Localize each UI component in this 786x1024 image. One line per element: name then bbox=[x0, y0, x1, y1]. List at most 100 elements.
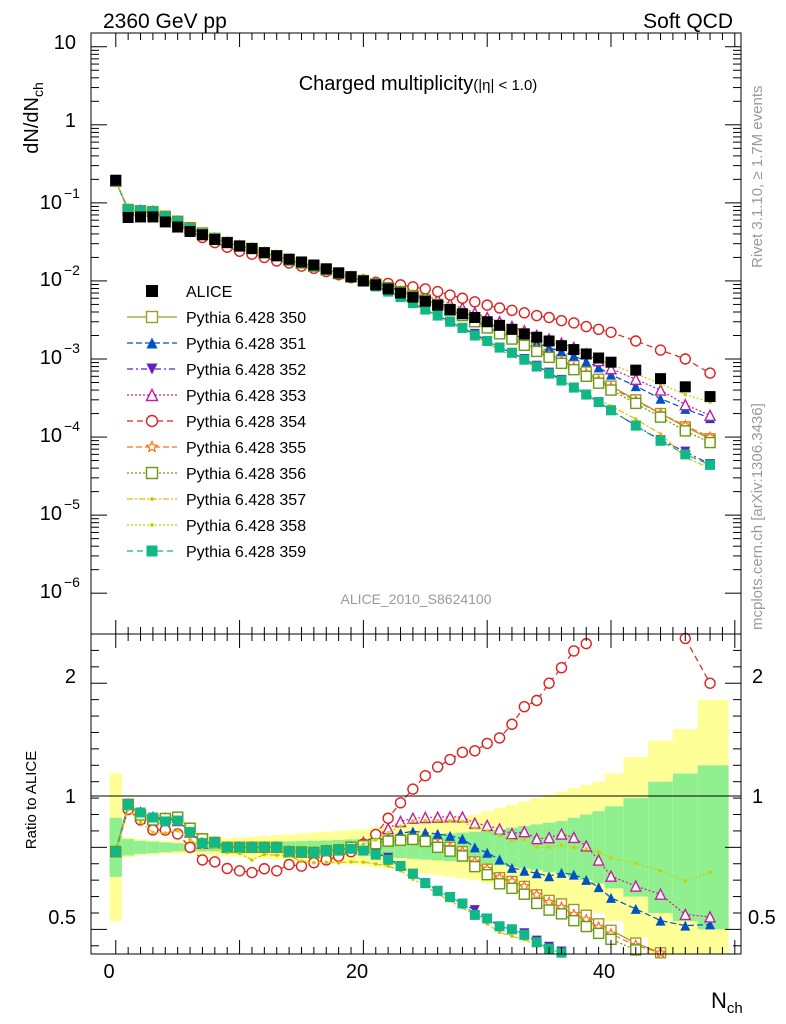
ratio-point bbox=[250, 858, 254, 862]
legend-marker bbox=[145, 310, 159, 324]
y-tick-label-1e-1: 10 −1 bbox=[40, 185, 80, 214]
ratio-plot-frame bbox=[90, 633, 742, 955]
ratio-series-layer bbox=[109, 632, 717, 959]
data-point bbox=[135, 205, 146, 216]
ratio-point bbox=[493, 732, 506, 744]
side-text-mcplots: mcplots.cern.ch [arXiv:1306.3436] bbox=[749, 403, 766, 630]
data-point bbox=[630, 335, 642, 347]
ratio-point bbox=[160, 816, 171, 827]
data-point bbox=[580, 370, 592, 383]
ratio-point bbox=[531, 868, 542, 879]
ratio-point bbox=[456, 850, 469, 862]
ratio-point bbox=[522, 837, 527, 842]
ratio-point bbox=[283, 858, 295, 871]
ratio-point bbox=[518, 825, 531, 838]
ratio-point bbox=[258, 863, 271, 875]
data-point bbox=[593, 397, 604, 408]
inner-band-bin bbox=[592, 811, 605, 884]
ratio-point bbox=[705, 919, 716, 930]
header-right: Soft QCD bbox=[643, 10, 733, 33]
data-point bbox=[654, 344, 667, 356]
ratio-point bbox=[482, 913, 493, 924]
ratio-point bbox=[469, 909, 480, 920]
ratio-point bbox=[568, 914, 580, 927]
data-point bbox=[419, 295, 431, 307]
data-point bbox=[630, 397, 642, 410]
ratio-point bbox=[346, 843, 356, 854]
data-point bbox=[184, 225, 196, 237]
ratio-point bbox=[324, 860, 328, 865]
ratio-point bbox=[469, 860, 481, 873]
data-point bbox=[444, 289, 456, 301]
ratio-point bbox=[361, 842, 366, 846]
ratio-point bbox=[543, 677, 555, 689]
legend-item: Pythia 6.428 353 bbox=[127, 387, 306, 405]
data-point bbox=[432, 310, 443, 321]
ratio-point bbox=[609, 856, 613, 860]
legend-label: ALICE bbox=[186, 284, 232, 301]
ratio-point bbox=[555, 662, 568, 674]
data-point bbox=[658, 432, 663, 436]
legend-marker bbox=[146, 285, 158, 297]
ratio-y-axis-label: Ratio to ALICE bbox=[23, 751, 40, 849]
data-point bbox=[357, 275, 369, 287]
ratio-point bbox=[654, 887, 667, 900]
ratio-point bbox=[394, 834, 407, 847]
ratio-point bbox=[592, 927, 605, 940]
ratio-point bbox=[708, 870, 712, 874]
ratio-point bbox=[531, 694, 543, 707]
ratio-point bbox=[683, 879, 688, 883]
ratio-point bbox=[658, 869, 663, 873]
data-point bbox=[494, 342, 505, 353]
data-point bbox=[333, 267, 345, 279]
data-point bbox=[469, 312, 481, 324]
ratio-point bbox=[547, 845, 551, 850]
ratio-point bbox=[394, 797, 407, 809]
ratio-point bbox=[506, 862, 517, 873]
ratio-point bbox=[630, 903, 641, 914]
ratio-point bbox=[457, 898, 468, 909]
svg-text:10: 10 bbox=[40, 425, 62, 447]
ratio-point bbox=[197, 838, 208, 849]
legend-item: Pythia 6.428 355 bbox=[127, 439, 306, 457]
ratio-point bbox=[370, 849, 381, 860]
data-point bbox=[593, 352, 605, 364]
data-point bbox=[655, 373, 667, 385]
ratio-point bbox=[274, 853, 279, 857]
data-point bbox=[654, 411, 667, 423]
ratio-point bbox=[555, 908, 568, 920]
inner-band-bin bbox=[672, 773, 698, 922]
ratio-point bbox=[419, 770, 431, 782]
data-point bbox=[147, 211, 159, 223]
ratio-point bbox=[423, 818, 428, 823]
y-tick-label-1e-5: 10 −5 bbox=[40, 496, 80, 525]
ratio-point bbox=[481, 737, 493, 750]
data-point bbox=[469, 330, 480, 341]
data-point bbox=[308, 259, 320, 271]
ratio-point bbox=[431, 761, 444, 773]
data-point bbox=[494, 319, 506, 331]
ratio-point bbox=[411, 819, 415, 823]
ratio-point bbox=[482, 847, 493, 858]
ratio-point bbox=[473, 826, 477, 830]
data-point bbox=[518, 339, 531, 351]
ratio-point bbox=[584, 846, 588, 851]
data-point bbox=[395, 287, 407, 299]
legend-item: Pythia 6.428 352 bbox=[127, 362, 306, 379]
data-point bbox=[581, 356, 592, 367]
ratio-line bbox=[115, 803, 711, 918]
data-point bbox=[593, 362, 604, 373]
legend-item: Pythia 6.428 354 bbox=[127, 414, 306, 431]
data-point bbox=[592, 323, 605, 336]
ratio-point bbox=[321, 845, 332, 856]
legend-label: Pythia 6.428 355 bbox=[186, 440, 306, 457]
data-point bbox=[481, 299, 493, 311]
ratio-series-pythia-6-428-359 bbox=[110, 799, 567, 958]
data-point bbox=[493, 302, 506, 314]
ratio-point bbox=[175, 828, 180, 833]
data-point bbox=[135, 211, 147, 223]
data-point bbox=[271, 250, 283, 262]
y-tick-label-10: 10 bbox=[54, 32, 76, 54]
inner-band-bin bbox=[697, 765, 729, 930]
data-point bbox=[655, 435, 666, 446]
